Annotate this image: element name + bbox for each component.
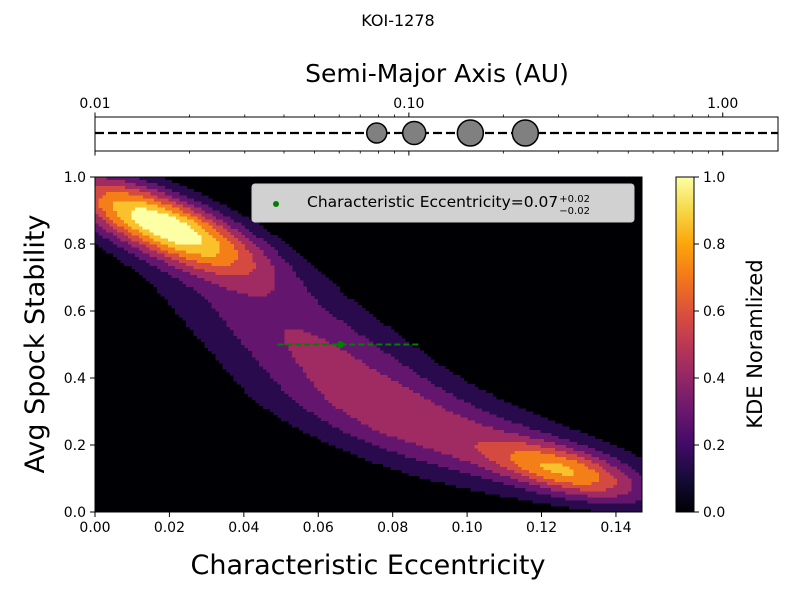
- x-tick-label: 0.00: [79, 520, 110, 536]
- orbit-tick-label: 0.01: [79, 96, 110, 112]
- y-tick-group: 0.0 0.2 0.4 0.6 0.8 1.0: [64, 170, 95, 521]
- y-tick-label: 1.0: [64, 170, 86, 186]
- x-tick-label: 0.10: [452, 520, 483, 536]
- y-tick-label: 0.8: [64, 237, 86, 253]
- figure-title: KOI-1278: [361, 11, 434, 30]
- colorbar-tick-label: 0.6: [703, 304, 725, 320]
- orbit-axis-label: Semi-Major Axis (AU): [305, 59, 569, 88]
- legend-error-minus: −0.02: [559, 206, 590, 217]
- legend-text: Characteristic Eccentricity=0.07: [307, 193, 558, 211]
- colorbar-tick-label: 1.0: [703, 170, 725, 186]
- legend-label: Characteristic Eccentricity=0.07: [307, 193, 558, 211]
- colorbar-label: KDE Noramlized: [743, 259, 767, 428]
- colorbar-tick-label: 0.2: [703, 438, 725, 454]
- x-tick-group: 0.00 0.02 0.04 0.06 0.08 0.10 0.12 0.14: [79, 512, 632, 536]
- orbit-tick-group: 0.01 0.10 1.00: [79, 96, 738, 156]
- colorbar-bar: [675, 176, 695, 513]
- legend-error-plus: +0.02: [559, 194, 590, 205]
- legend: Characteristic Eccentricity=0.07 +0.02 −…: [251, 183, 635, 223]
- y-tick-label: 0.4: [64, 371, 86, 387]
- kde-contour-level: [98, 192, 599, 486]
- eccentricity-point: [337, 341, 345, 348]
- orbit-tick-label: 1.00: [707, 96, 738, 112]
- colorbar-tick-label: 0.8: [703, 237, 725, 253]
- orbit-panel-frame: [94, 116, 779, 152]
- legend-marker: [273, 201, 279, 207]
- eccentricity-errorbar: [277, 341, 419, 348]
- planet-marker: [365, 122, 388, 144]
- planet-marker: [511, 119, 540, 147]
- orbit-panel: Semi-Major Axis (AU) 0.01 0.10 1.00: [79, 59, 779, 156]
- kde-contour-level: [131, 207, 202, 245]
- y-tick-label: 0.6: [64, 304, 86, 320]
- x-tick-label: 0.06: [303, 520, 334, 536]
- colorbar-tick-group: 0.0 0.2 0.4 0.6 0.8 1.0: [694, 170, 725, 521]
- y-tick-label: 0.0: [64, 505, 86, 521]
- x-tick-label: 0.12: [526, 520, 557, 536]
- x-axis-label: Characteristic Eccentricity: [191, 550, 546, 581]
- kde-plot: Characteristic Eccentricity=0.07 +0.02 −…: [20, 170, 643, 581]
- planet-marker: [401, 120, 427, 146]
- planet-marker: [456, 119, 485, 147]
- colorbar-tick-label: 0.4: [703, 371, 725, 387]
- y-tick-label: 0.2: [64, 438, 86, 454]
- x-tick-label: 0.02: [154, 520, 185, 536]
- kde-plot-frame: [94, 176, 643, 513]
- x-tick-label: 0.14: [600, 520, 631, 536]
- orbit-tick-label: 0.10: [393, 96, 424, 112]
- legend-box: [251, 183, 635, 223]
- orbit-planet-group: [365, 119, 540, 147]
- colorbar: 0.0 0.2 0.4 0.6 0.8 1.0 KDE Noramlized: [675, 170, 767, 521]
- colorbar-tick-label: 0.0: [703, 505, 725, 521]
- x-tick-label: 0.04: [228, 520, 259, 536]
- x-tick-label: 0.08: [377, 520, 408, 536]
- y-axis-label: Avg Spock Stability: [20, 215, 51, 474]
